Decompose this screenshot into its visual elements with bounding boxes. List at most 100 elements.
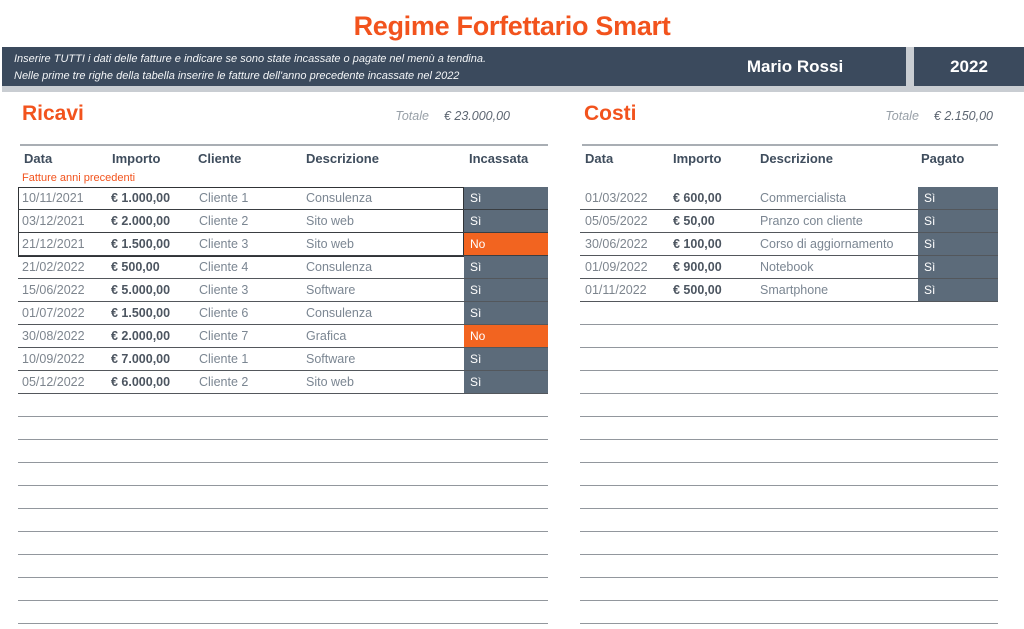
status-dropdown-cell[interactable]: Sì [918,233,998,255]
cell-importo[interactable]: € 50,00 [673,214,715,228]
cell-data[interactable]: 21/12/2021 [22,237,85,251]
cell-descrizione[interactable]: Pranzo con cliente [760,214,863,228]
invoice-row[interactable]: 21/12/2021 € 1.500,00 Cliente 3 Sito web No [18,233,548,256]
status-dropdown-cell[interactable]: Sì [464,187,548,209]
cell-descrizione[interactable]: Notebook [760,260,814,274]
cell-cliente[interactable]: Cliente 6 [199,306,249,320]
cell-descrizione[interactable]: Consulenza [306,191,373,205]
cell-cliente[interactable]: Cliente 2 [199,375,249,389]
cell-importo[interactable]: € 7.000,00 [111,352,171,366]
empty-row[interactable] [580,578,998,601]
cell-descrizione[interactable]: Consulenza [306,306,373,320]
invoice-row[interactable]: 10/09/2022 € 7.000,00 Cliente 1 Software Sì [18,348,548,371]
invoice-row[interactable]: 01/07/2022 € 1.500,00 Cliente 6 Consulenza S… [18,302,548,325]
cell-cliente[interactable]: Cliente 1 [199,352,249,366]
cell-data[interactable]: 01/03/2022 [585,191,648,205]
cell-importo[interactable]: € 2.000,00 [111,214,171,228]
cell-importo[interactable]: € 1.500,00 [111,237,171,251]
invoice-row[interactable]: 30/08/2022 € 2.000,00 Cliente 7 Grafica No [18,325,548,348]
status-dropdown-cell[interactable]: No [464,325,548,347]
empty-row[interactable] [580,486,998,509]
cell-descrizione[interactable]: Grafica [306,329,347,343]
empty-row[interactable] [580,371,998,394]
cell-data[interactable]: 30/06/2022 [585,237,648,251]
cell-importo[interactable]: € 100,00 [673,237,722,251]
invoice-row[interactable]: 01/11/2022 € 500,00 Smartphone Sì [580,279,998,302]
empty-row[interactable] [18,509,548,532]
empty-row[interactable] [18,440,548,463]
cell-data[interactable]: 21/02/2022 [22,260,85,274]
invoice-row[interactable]: 01/09/2022 € 900,00 Notebook Sì [580,256,998,279]
status-dropdown-cell[interactable]: Sì [464,371,548,393]
year-box[interactable]: 2022 [914,47,1024,86]
cell-cliente[interactable]: Cliente 2 [199,214,249,228]
cell-data[interactable]: 15/06/2022 [22,283,85,297]
cell-descrizione[interactable]: Sito web [306,237,354,251]
empty-row[interactable] [580,348,998,371]
status-dropdown-cell[interactable]: Sì [464,302,548,324]
cell-data[interactable]: 01/07/2022 [22,306,85,320]
cell-cliente[interactable]: Cliente 1 [199,191,249,205]
empty-row[interactable] [580,440,998,463]
status-dropdown-cell[interactable]: Sì [464,348,548,370]
empty-row[interactable] [18,394,548,417]
invoice-row[interactable]: 01/03/2022 € 600,00 Commercialista Sì [580,187,998,210]
empty-row[interactable] [580,302,998,325]
empty-row[interactable] [580,394,998,417]
cell-importo[interactable]: € 600,00 [673,191,722,205]
status-dropdown-cell[interactable]: Sì [464,279,548,301]
status-dropdown-cell[interactable]: Sì [464,256,548,278]
invoice-row[interactable]: 05/12/2022 € 6.000,00 Cliente 2 Sito web Sì [18,371,548,394]
invoice-row[interactable]: 15/06/2022 € 5.000,00 Cliente 3 Software Sì [18,279,548,302]
empty-row[interactable] [580,509,998,532]
cell-data[interactable]: 03/12/2021 [22,214,85,228]
cell-descrizione[interactable]: Sito web [306,375,354,389]
cell-cliente[interactable]: Cliente 3 [199,283,249,297]
invoice-row[interactable]: 05/05/2022 € 50,00 Pranzo con cliente Sì [580,210,998,233]
cell-data[interactable]: 01/11/2022 [585,283,647,297]
cell-descrizione[interactable]: Consulenza [306,260,373,274]
empty-row[interactable] [580,532,998,555]
invoice-row[interactable]: 30/06/2022 € 100,00 Corso di aggiornamento… [580,233,998,256]
cell-data[interactable]: 10/11/2021 [22,191,84,205]
empty-row[interactable] [580,417,998,440]
cell-cliente[interactable]: Cliente 3 [199,237,249,251]
cell-importo[interactable]: € 900,00 [673,260,722,274]
invoice-row[interactable]: 03/12/2021 € 2.000,00 Cliente 2 Sito web Sì [18,210,548,233]
empty-row[interactable] [580,325,998,348]
cell-descrizione[interactable]: Sito web [306,214,354,228]
cell-descrizione[interactable]: Software [306,283,356,297]
cell-importo[interactable]: € 500,00 [111,260,160,274]
empty-row[interactable] [580,555,998,578]
invoice-row[interactable]: 10/11/2021 € 1.000,00 Cliente 1 Consulenza S… [18,187,548,210]
cell-data[interactable]: 05/05/2022 [585,214,648,228]
cell-cliente[interactable]: Cliente 4 [199,260,249,274]
status-dropdown-cell[interactable]: Sì [918,187,998,209]
empty-row[interactable] [18,555,548,578]
empty-row[interactable] [580,601,998,624]
cell-importo[interactable]: € 5.000,00 [111,283,171,297]
holder-name-cell[interactable]: Mario Rossi [746,56,844,76]
cell-importo[interactable]: € 2.000,00 [111,329,171,343]
cell-descrizione[interactable]: Corso di aggiornamento [760,237,894,251]
status-dropdown-cell[interactable]: Sì [918,256,998,278]
status-dropdown-cell[interactable]: No [464,233,548,255]
status-dropdown-cell[interactable]: Sì [918,210,998,232]
cell-descrizione[interactable]: Software [306,352,356,366]
cell-importo[interactable]: € 1.000,00 [111,191,171,205]
cell-cliente[interactable]: Cliente 7 [199,329,249,343]
empty-row[interactable] [580,463,998,486]
empty-row[interactable] [18,578,548,601]
cell-importo[interactable]: € 1.500,00 [111,306,171,320]
empty-row[interactable] [18,486,548,509]
cell-data[interactable]: 10/09/2022 [22,352,85,366]
invoice-row[interactable]: 21/02/2022 € 500,00 Cliente 4 Consulenza Sì [18,256,548,279]
cell-descrizione[interactable]: Smartphone [760,283,829,297]
status-dropdown-cell[interactable]: Sì [918,279,998,301]
empty-row[interactable] [18,417,548,440]
cell-data[interactable]: 30/08/2022 [22,329,85,343]
cell-descrizione[interactable]: Commercialista [760,191,847,205]
cell-importo[interactable]: € 500,00 [673,283,722,297]
cell-data[interactable]: 01/09/2022 [585,260,648,274]
empty-row[interactable] [18,463,548,486]
